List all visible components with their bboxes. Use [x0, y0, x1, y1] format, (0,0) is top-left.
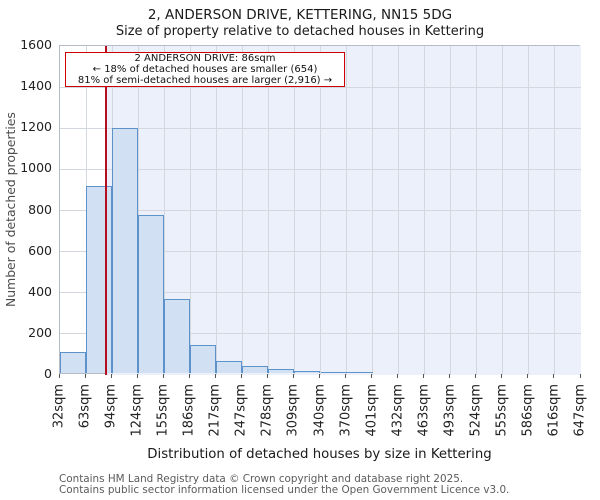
x-tick-label: 186sqm	[181, 384, 197, 437]
x-tick-label: 616sqm	[546, 384, 562, 437]
x-tick-mark	[58, 374, 60, 378]
x-tick-label: 647sqm	[572, 384, 588, 437]
histogram-bar	[346, 372, 373, 373]
x-tick-label: 155sqm	[155, 384, 171, 437]
y-tick-label: 400	[28, 283, 52, 299]
x-tick-label: 247sqm	[233, 384, 249, 437]
x-tick-label: 217sqm	[207, 384, 223, 437]
x-tick-mark	[475, 374, 477, 378]
x-tick-mark	[292, 374, 294, 378]
x-tick-label: 94sqm	[103, 384, 119, 429]
x-tick-mark	[110, 374, 112, 378]
y-tick-label: 200	[28, 324, 52, 340]
annotation-line-3: 81% of semi-detached houses are larger (…	[77, 74, 333, 86]
gridline-horizontal	[60, 292, 581, 294]
x-tick-mark	[579, 374, 581, 378]
y-tick-label: 800	[28, 201, 52, 217]
y-tick-label: 1200	[20, 119, 52, 135]
histogram-bar	[216, 360, 243, 373]
x-tick-label: 278sqm	[259, 384, 275, 437]
x-tick-mark	[449, 374, 451, 378]
x-tick-mark	[397, 374, 399, 378]
annotation-box: 2 ANDERSON DRIVE: 86sqm ← 18% of detache…	[65, 52, 345, 87]
x-tick-label: 524sqm	[468, 384, 484, 437]
annotation-line-2: ← 18% of detached houses are smaller (65…	[92, 63, 318, 75]
gridline-horizontal	[60, 210, 581, 211]
histogram-bar	[190, 345, 217, 373]
annotation-line-1: 2 ANDERSON DRIVE: 86sqm	[134, 52, 276, 64]
x-tick-label: 432sqm	[390, 384, 406, 437]
x-tick-label: 32sqm	[51, 384, 67, 429]
gridline-horizontal	[60, 127, 581, 129]
histogram-bar	[60, 352, 87, 373]
x-tick-mark	[501, 374, 503, 378]
x-tick-mark	[266, 374, 268, 378]
x-tick-label: 309sqm	[285, 384, 301, 437]
histogram-bar	[294, 371, 321, 373]
x-tick-label: 340sqm	[312, 384, 327, 437]
x-tick-mark	[319, 374, 320, 378]
histogram-bar	[242, 366, 269, 373]
x-tick-mark	[527, 374, 529, 378]
chart-subtitle: Size of property relative to detached ho…	[115, 24, 485, 39]
x-tick-mark	[162, 374, 164, 378]
x-tick-label: 586sqm	[520, 384, 536, 437]
x-axis-label: Distribution of detached houses by size …	[147, 447, 492, 462]
histogram-bar	[320, 371, 347, 373]
gridline-horizontal	[60, 86, 581, 88]
x-tick-label: 555sqm	[494, 384, 510, 437]
gridline-horizontal	[60, 168, 581, 170]
x-tick-mark	[214, 374, 216, 378]
y-tick-label: 1000	[20, 160, 52, 176]
x-tick-mark	[345, 374, 347, 378]
x-tick-label: 463sqm	[416, 384, 432, 437]
histogram-bar	[86, 185, 113, 373]
histogram-bar	[164, 298, 191, 373]
y-tick-label: 0	[44, 366, 52, 381]
gridline-horizontal	[60, 251, 581, 253]
histogram-bar	[268, 369, 295, 373]
histogram-bar	[112, 128, 139, 373]
gridline-horizontal	[60, 333, 581, 335]
y-tick-label: 600	[28, 242, 52, 258]
x-tick-mark	[423, 374, 425, 378]
x-tick-mark	[136, 374, 138, 378]
x-tick-mark	[553, 374, 555, 378]
y-tick-label: 1600	[20, 37, 52, 52]
plot-area	[59, 45, 581, 375]
property-size-marker-line	[105, 46, 108, 375]
x-tick-label: 124sqm	[129, 384, 145, 437]
x-tick-mark	[240, 374, 242, 378]
x-tick-mark	[371, 374, 373, 378]
footer-line-1: Contains HM Land Registry data © Crown c…	[59, 473, 464, 485]
y-tick-label: 1400	[20, 78, 52, 94]
x-tick-label: 493sqm	[442, 384, 458, 437]
x-tick-mark	[84, 374, 86, 378]
histogram-bar	[138, 214, 165, 373]
footer-line-2: Contains public sector information licen…	[59, 483, 510, 496]
x-tick-label: 401sqm	[364, 384, 380, 437]
x-tick-label: 370sqm	[338, 384, 354, 437]
x-tick-mark	[188, 374, 190, 378]
x-tick-label: 63sqm	[77, 384, 93, 429]
chart-title: 2, ANDERSON DRIVE, KETTERING, NN15 5DG	[147, 7, 453, 23]
